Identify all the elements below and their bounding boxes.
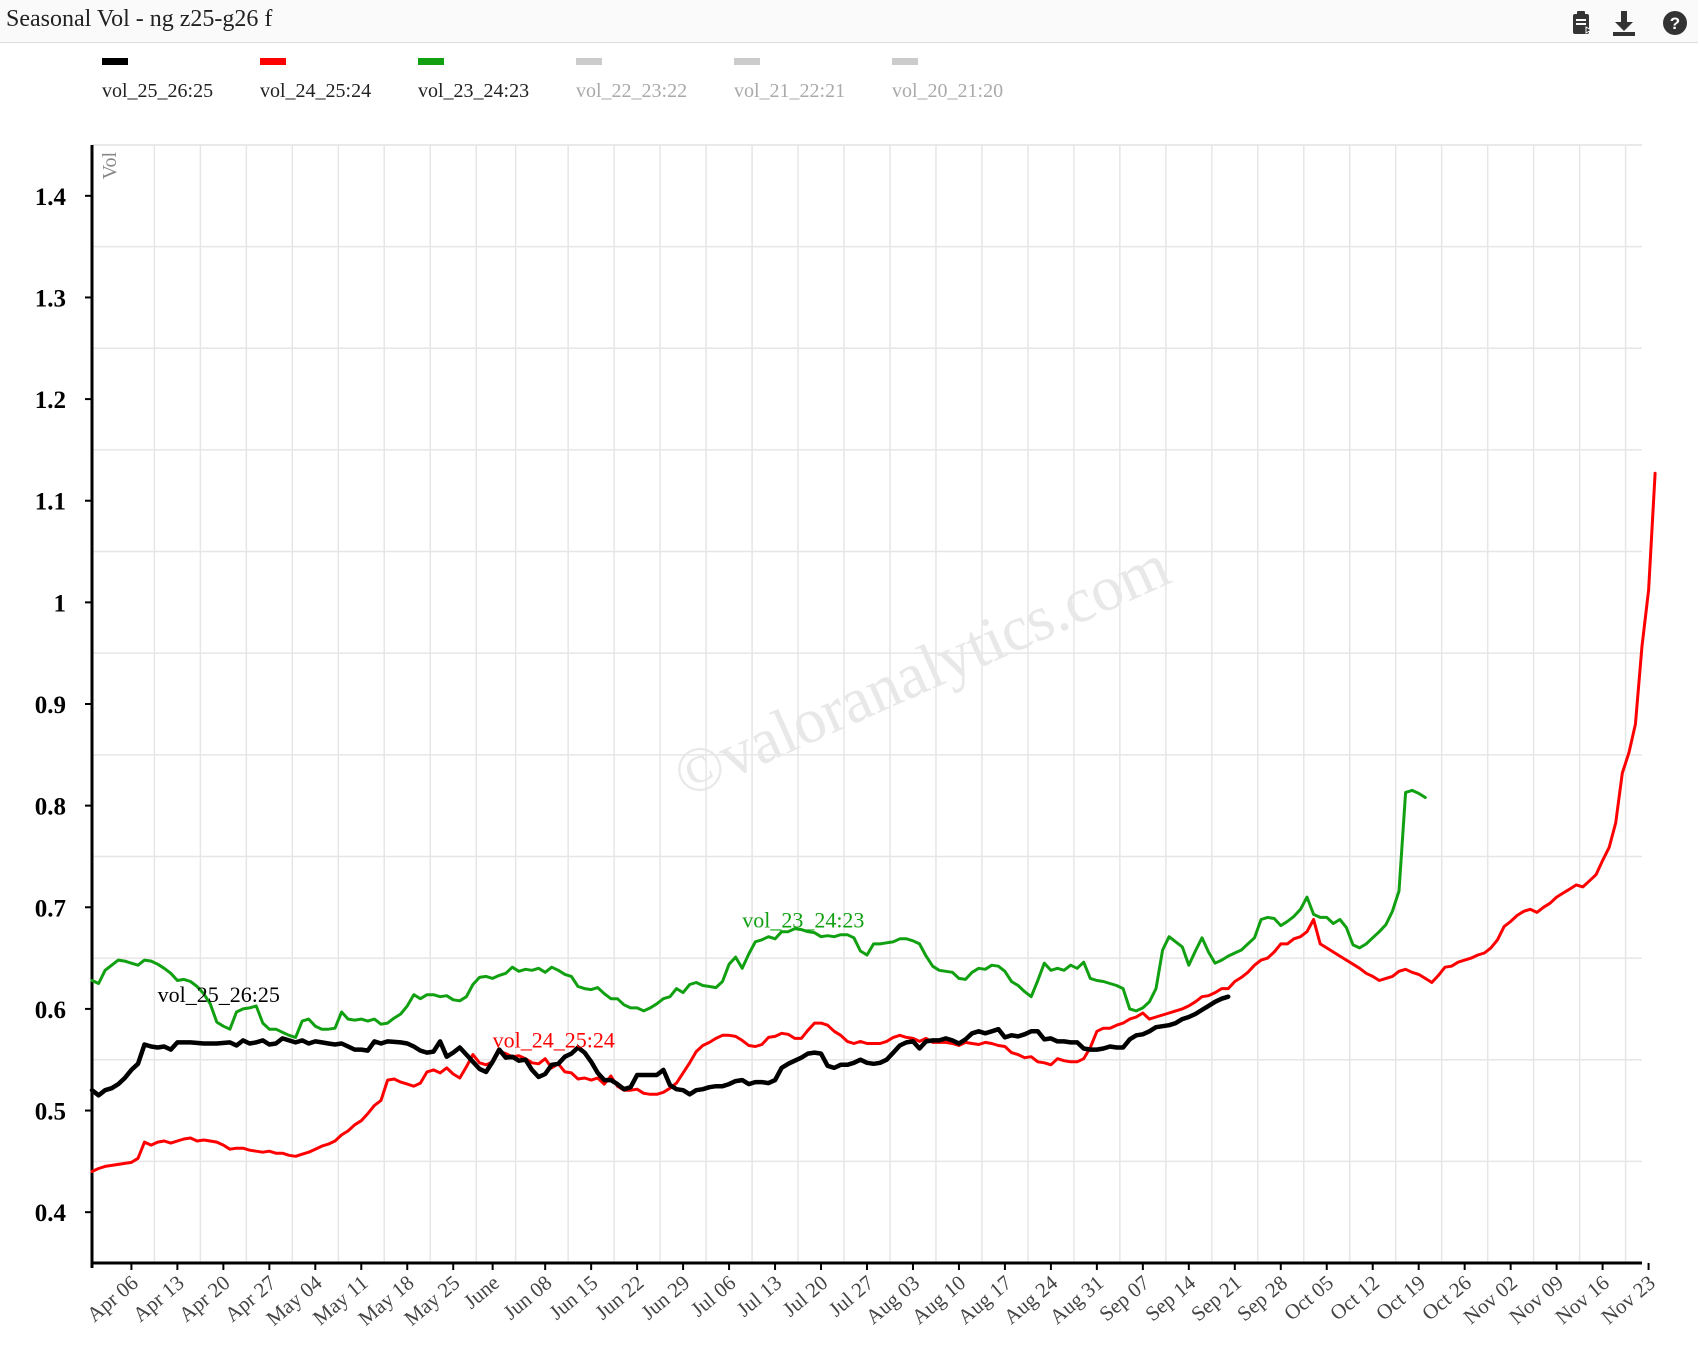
chart-header: Seasonal Vol - ng z25-g26 f ? [0,0,1698,43]
x-tick-label: Jun 08 [498,1270,556,1324]
y-tick-label: 0.7 [35,895,66,922]
y-tick-label: 1.3 [35,285,66,312]
y-tick-label: 0.6 [35,997,66,1024]
legend-label: vol_22_23:22 [576,80,688,102]
x-tick-label: Jul 13 [732,1270,786,1321]
legend-label: vol_25_26:25 [102,80,214,102]
series-line-vol-24-25-24 [90,471,1657,1173]
series-inline-label: vol_24_25:24 [493,1028,615,1053]
y-tick-label: 1.2 [35,387,66,414]
y-tick-label: 1.1 [35,489,66,516]
x-tick-label: Aug 31 [1045,1270,1108,1329]
x-tick-label: Apr 13 [128,1270,189,1326]
x-tick-label: Sep 21 [1186,1270,1246,1326]
x-tick-label: Jun 22 [590,1270,648,1324]
x-tick-label: Sep 14 [1140,1270,1200,1326]
x-tick-label: Jun 29 [636,1270,694,1324]
y-tick-label: 0.9 [35,692,66,719]
legend-label: vol_21_22:21 [734,80,846,102]
legend-swatch [576,58,602,65]
y-tick-label: 0.5 [35,1099,66,1126]
x-tick-label: Sep 28 [1232,1270,1292,1326]
x-tick-label: Jun 15 [544,1270,602,1324]
legend-swatch [892,58,918,65]
svg-text:?: ? [1670,14,1680,33]
x-tick-label: Nov 23 [1597,1270,1660,1329]
download-icon[interactable] [1609,8,1639,38]
legend-swatch [418,58,444,65]
x-tick-label: Apr 20 [174,1270,235,1326]
x-tick-label: Oct 05 [1279,1270,1338,1325]
series-line-vol-23-24-23 [90,788,1427,1039]
y-axis-label: Vol [99,152,121,180]
y-tick-label: 1 [54,590,67,617]
x-tick-label: Jul 20 [778,1270,832,1321]
x-tick-label: Jul 06 [686,1270,740,1321]
line-chart: ©valoranalytics.com 0.4 0.5 0.6 0.7 0.8 0.9 1 1.… [35,144,1660,1330]
series-line-vol-25-26-25 [89,994,1231,1098]
x-tick-label: June [459,1270,504,1313]
legend-label: vol_20_21:20 [892,80,1004,102]
help-icon[interactable]: ? [1660,8,1690,38]
x-tick-label: Apr 06 [82,1270,143,1326]
clipboard-icon[interactable] [1566,8,1596,38]
y-tick-label: 0.8 [35,794,66,821]
watermark-text: ©valoranalytics.com [663,529,1180,811]
y-tick-label: 0.4 [35,1200,67,1227]
legend-label: vol_23_24:23 [418,80,530,102]
series-inline-label: vol_23_24:23 [742,908,864,933]
y-tick-label: 1.4 [35,184,67,211]
series-inline-label: vol_25_26:25 [158,982,280,1007]
legend-swatch [260,58,286,65]
legend-swatch [734,58,760,65]
page-title: Seasonal Vol - ng z25-g26 f [6,6,273,32]
chart-legend: vol_25_26:25 vol_24_25:24 vol_23_24:23 vol_… [0,50,1100,110]
legend-swatch [102,58,128,65]
x-tick-label: Sep 07 [1094,1270,1154,1326]
x-tick-label: Oct 12 [1325,1270,1384,1325]
x-tick-label: Oct 19 [1371,1270,1430,1325]
legend-label: vol_24_25:24 [260,80,372,102]
